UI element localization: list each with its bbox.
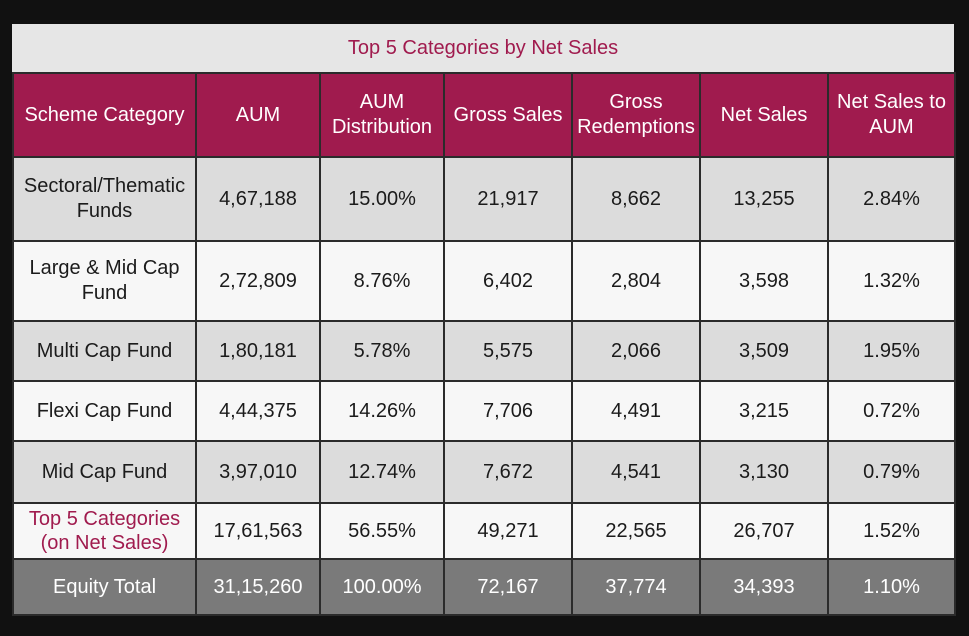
aum-cell: 4,67,188 bbox=[195, 156, 321, 242]
gross-sales-cell: 7,672 bbox=[443, 440, 573, 504]
table-row: Large & Mid Cap Fund 2,72,809 8.76% 6,40… bbox=[12, 240, 956, 322]
table-row: Flexi Cap Fund 4,44,375 14.26% 7,706 4,4… bbox=[12, 380, 956, 442]
gross-redemptions-cell: 2,066 bbox=[571, 320, 701, 382]
column-header: Scheme Category bbox=[12, 72, 197, 158]
net-sales-to-aum-cell: 0.72% bbox=[827, 380, 956, 442]
gross-redemptions-cell: 8,662 bbox=[571, 156, 701, 242]
column-header: AUM bbox=[195, 72, 321, 158]
gross-sales-cell: 72,167 bbox=[443, 558, 573, 616]
net-sales-cell: 3,130 bbox=[699, 440, 829, 504]
column-header: AUM Distribution bbox=[319, 72, 445, 158]
table-row: Mid Cap Fund 3,97,010 12.74% 7,672 4,541… bbox=[12, 440, 956, 504]
category-cell: Large & Mid Cap Fund bbox=[12, 240, 197, 322]
aum-distribution-cell: 8.76% bbox=[319, 240, 445, 322]
gross-redemptions-cell: 4,491 bbox=[571, 380, 701, 442]
column-header: Net Sales to AUM bbox=[827, 72, 956, 158]
table-title: Top 5 Categories by Net Sales bbox=[12, 24, 954, 72]
net-sales-table: Scheme Category AUM AUM Distribution Gro… bbox=[12, 72, 956, 616]
table-row: Equity Total 31,15,260 100.00% 72,167 37… bbox=[12, 558, 956, 616]
gross-redemptions-cell: 2,804 bbox=[571, 240, 701, 322]
category-cell: Sectoral/Thematic Funds bbox=[12, 156, 197, 242]
table-row: Sectoral/Thematic Funds 4,67,188 15.00% … bbox=[12, 156, 956, 242]
net-sales-cell: 34,393 bbox=[699, 558, 829, 616]
net-sales-to-aum-cell: 1.52% bbox=[827, 502, 956, 560]
net-sales-cell: 3,215 bbox=[699, 380, 829, 442]
gross-sales-cell: 21,917 bbox=[443, 156, 573, 242]
category-cell: Equity Total bbox=[12, 558, 197, 616]
aum-distribution-cell: 100.00% bbox=[319, 558, 445, 616]
gross-redemptions-cell: 37,774 bbox=[571, 558, 701, 616]
category-cell: Mid Cap Fund bbox=[12, 440, 197, 504]
net-sales-to-aum-cell: 1.95% bbox=[827, 320, 956, 382]
aum-cell: 1,80,181 bbox=[195, 320, 321, 382]
table-row: Top 5 Categories (on Net Sales) 17,61,56… bbox=[12, 502, 956, 560]
aum-cell: 4,44,375 bbox=[195, 380, 321, 442]
aum-distribution-cell: 12.74% bbox=[319, 440, 445, 504]
net-sales-cell: 13,255 bbox=[699, 156, 829, 242]
aum-distribution-cell: 5.78% bbox=[319, 320, 445, 382]
column-header: Gross Sales bbox=[443, 72, 573, 158]
aum-cell: 2,72,809 bbox=[195, 240, 321, 322]
aum-distribution-cell: 14.26% bbox=[319, 380, 445, 442]
aum-cell: 3,97,010 bbox=[195, 440, 321, 504]
net-sales-to-aum-cell: 2.84% bbox=[827, 156, 956, 242]
gross-sales-cell: 7,706 bbox=[443, 380, 573, 442]
aum-distribution-cell: 15.00% bbox=[319, 156, 445, 242]
aum-distribution-cell: 56.55% bbox=[319, 502, 445, 560]
gross-sales-cell: 5,575 bbox=[443, 320, 573, 382]
column-header: Gross Redemptions bbox=[571, 72, 701, 158]
aum-cell: 31,15,260 bbox=[195, 558, 321, 616]
aum-cell: 17,61,563 bbox=[195, 502, 321, 560]
gross-redemptions-cell: 22,565 bbox=[571, 502, 701, 560]
gross-redemptions-cell: 4,541 bbox=[571, 440, 701, 504]
gross-sales-cell: 6,402 bbox=[443, 240, 573, 322]
column-header: Net Sales bbox=[699, 72, 829, 158]
header-row: Scheme Category AUM AUM Distribution Gro… bbox=[12, 72, 956, 158]
gross-sales-cell: 49,271 bbox=[443, 502, 573, 560]
net-sales-cell: 3,509 bbox=[699, 320, 829, 382]
net-sales-to-aum-cell: 0.79% bbox=[827, 440, 956, 504]
category-cell: Flexi Cap Fund bbox=[12, 380, 197, 442]
table-row: Multi Cap Fund 1,80,181 5.78% 5,575 2,06… bbox=[12, 320, 956, 382]
net-sales-cell: 3,598 bbox=[699, 240, 829, 322]
table-frame: Top 5 Categories by Net Sales Scheme Cat… bbox=[12, 24, 956, 616]
category-cell: Multi Cap Fund bbox=[12, 320, 197, 382]
net-sales-to-aum-cell: 1.32% bbox=[827, 240, 956, 322]
category-cell: Top 5 Categories (on Net Sales) bbox=[12, 502, 197, 560]
net-sales-to-aum-cell: 1.10% bbox=[827, 558, 956, 616]
net-sales-cell: 26,707 bbox=[699, 502, 829, 560]
